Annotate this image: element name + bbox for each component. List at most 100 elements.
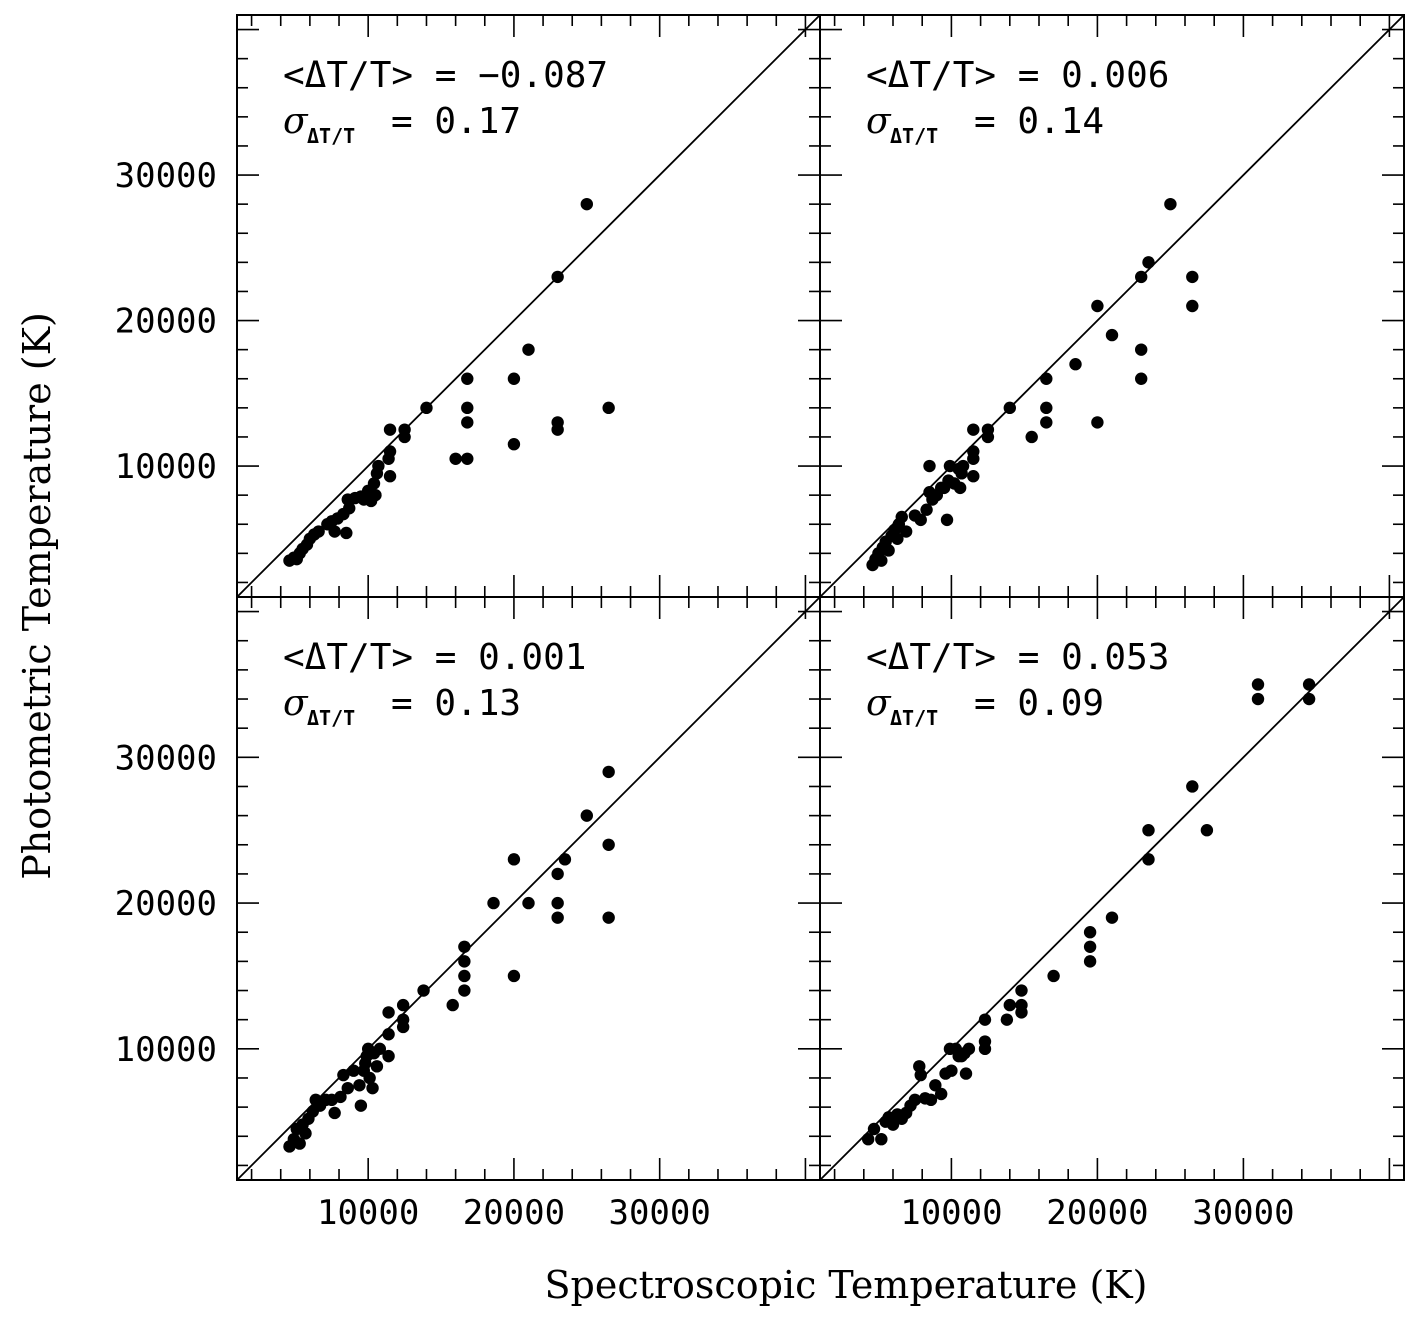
- data-point: [875, 1132, 888, 1146]
- stat-mean-label: <ΔT/T> = −0.087: [283, 55, 608, 96]
- stat-mean-label: <ΔT/T> = 0.001: [283, 637, 586, 678]
- data-point: [449, 452, 462, 465]
- data-point: [458, 984, 471, 997]
- data-point: [1040, 401, 1053, 415]
- data-point: [1142, 824, 1155, 837]
- data-point: [507, 969, 521, 983]
- data-point: [328, 525, 341, 538]
- data-point: [886, 1118, 900, 1131]
- data-point: [1142, 853, 1155, 866]
- data-point: [446, 998, 459, 1012]
- data-point: [920, 503, 933, 516]
- data-point: [383, 423, 397, 436]
- data-point: [891, 532, 904, 545]
- data-point: [867, 1122, 881, 1136]
- data-point: [367, 477, 381, 490]
- data-point: [929, 1079, 942, 1092]
- data-point: [861, 1132, 875, 1146]
- data-point: [1164, 197, 1177, 211]
- data-point: [382, 1006, 395, 1019]
- data-point: [347, 1064, 360, 1077]
- stat-sigma-subscript: ΔT/T: [890, 124, 938, 148]
- x-tick-label: 10000: [317, 1193, 419, 1233]
- data-point: [899, 525, 913, 538]
- data-point: [1069, 358, 1082, 371]
- stat-sigma-subscript: ΔT/T: [307, 706, 355, 730]
- one-to-one-line: [820, 597, 1404, 1180]
- stat-mean-label: <ΔT/T> = 0.006: [866, 55, 1169, 96]
- data-point: [458, 969, 471, 983]
- data-point: [1200, 824, 1214, 837]
- data-point: [882, 544, 895, 557]
- data-point: [1083, 940, 1097, 953]
- data-point: [507, 853, 521, 866]
- data-point: [908, 1093, 922, 1107]
- data-points: [283, 765, 615, 1153]
- data-point: [1105, 328, 1119, 342]
- data-point: [1135, 372, 1148, 385]
- data-point: [383, 445, 397, 458]
- data-point: [328, 1106, 341, 1120]
- data-point: [1003, 998, 1016, 1012]
- data-point: [551, 867, 564, 881]
- data-point: [1251, 692, 1265, 706]
- data-point: [940, 513, 954, 527]
- data-point: [981, 423, 995, 436]
- data-point: [945, 1064, 958, 1077]
- stat-sigma-value: = 0.13: [391, 683, 521, 724]
- data-point: [1135, 343, 1148, 356]
- data-point: [354, 1099, 368, 1112]
- data-point: [396, 998, 410, 1012]
- data-point: [417, 984, 430, 997]
- tick-marks: [237, 597, 820, 1180]
- data-point: [1000, 1013, 1014, 1026]
- data-point: [1047, 969, 1060, 983]
- scatter-panel-3: 10000 20000 30000 10000 20000 30000 <ΔT/T> = 0…: [115, 596, 821, 1233]
- data-point: [875, 554, 888, 567]
- data-point: [551, 911, 564, 924]
- data-point: [934, 1087, 948, 1101]
- data-point: [1105, 911, 1119, 924]
- data-point: [1135, 270, 1148, 284]
- y-tick-label: 20000: [115, 302, 217, 342]
- stat-sigma-symbol: σ: [283, 101, 309, 142]
- data-point: [299, 1127, 312, 1140]
- y-tick-label: 10000: [115, 447, 217, 487]
- stat-sigma-subscript: ΔT/T: [307, 124, 355, 148]
- data-point: [396, 1013, 410, 1026]
- x-axis-label: Spectroscopic Temperature (K): [544, 1263, 1147, 1307]
- data-point: [978, 1035, 992, 1048]
- data-point: [366, 1081, 379, 1095]
- data-point: [458, 955, 471, 968]
- data-point: [461, 416, 474, 429]
- data-point: [1186, 299, 1199, 313]
- data-point: [458, 940, 471, 953]
- data-point: [1015, 984, 1028, 997]
- data-point: [1083, 926, 1097, 939]
- data-points: [866, 197, 1199, 572]
- data-point: [522, 896, 535, 910]
- data-point: [551, 416, 564, 429]
- stat-sigma-symbol: σ: [866, 683, 892, 724]
- data-point: [551, 270, 564, 284]
- data-point: [1186, 780, 1199, 793]
- data-point: [1091, 299, 1104, 313]
- data-point: [398, 423, 411, 436]
- data-point: [293, 1137, 306, 1150]
- data-point: [337, 1068, 350, 1082]
- x-tick-label: 10000: [900, 1193, 1002, 1233]
- stat-sigma-value: = 0.17: [391, 101, 521, 142]
- stat-sigma-symbol: σ: [866, 101, 892, 142]
- data-point: [1040, 372, 1053, 385]
- data-point: [363, 1071, 376, 1085]
- data-point: [1302, 678, 1316, 691]
- panel-frame: [819, 596, 1405, 1181]
- data-point: [602, 401, 615, 415]
- data-point: [461, 372, 474, 385]
- data-point: [420, 401, 433, 415]
- data-point: [551, 896, 564, 910]
- stat-sigma-value: = 0.09: [974, 683, 1104, 724]
- data-point: [1040, 416, 1053, 429]
